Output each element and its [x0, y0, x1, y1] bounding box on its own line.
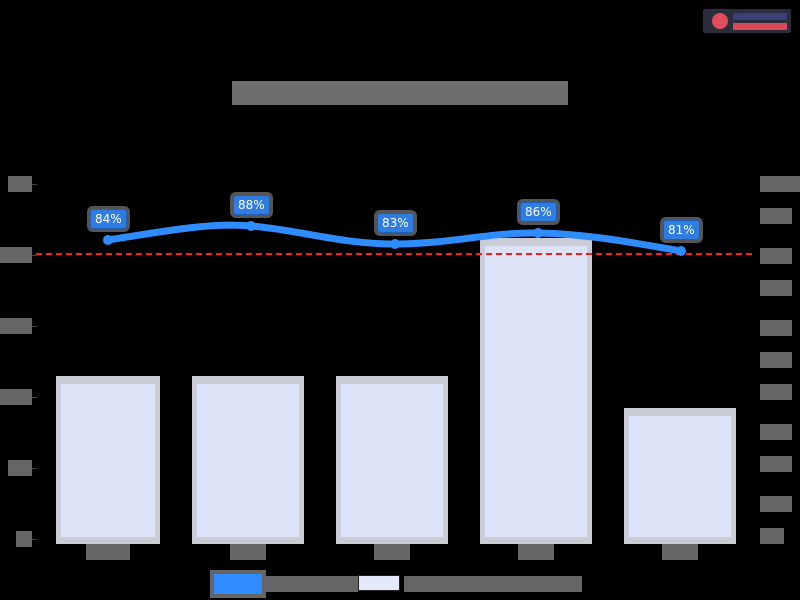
brand-logo: [703, 9, 791, 33]
left-axis-tick-label: [16, 531, 32, 547]
legend-swatch-bar: [358, 575, 400, 591]
bar-5: [624, 408, 736, 544]
bar-3: [336, 376, 448, 544]
right-axis-tick-label: [760, 320, 792, 336]
right-axis-tick-label: [760, 496, 792, 512]
data-label: 83%: [377, 213, 414, 233]
bar-4: [480, 238, 592, 544]
bar-1: [56, 376, 160, 544]
right-axis-tick-label: [760, 528, 784, 544]
legend: [208, 569, 584, 597]
x-axis-label: [518, 544, 554, 560]
legend-label-bar: [404, 576, 582, 592]
left-axis-tick-label: [0, 318, 32, 334]
data-label: 81%: [663, 220, 700, 240]
right-axis-tick-label: [760, 424, 792, 440]
legend-label-line: [266, 576, 358, 592]
x-axis-label: [662, 544, 698, 560]
right-axis-tick-label: [760, 248, 792, 264]
right-axis-tick-label: [760, 352, 792, 368]
bar-2: [192, 376, 304, 544]
right-axis-tick-label: [760, 280, 792, 296]
x-axis-label: [374, 544, 410, 560]
reference-line: [36, 253, 752, 255]
left-axis-tick-label: [8, 176, 32, 192]
right-axis-tick-label: [760, 384, 792, 400]
logo-text-bottom: [733, 23, 787, 30]
logo-text-top: [733, 13, 787, 20]
legend-swatch-line: [214, 574, 262, 594]
data-label: 86%: [520, 202, 557, 222]
right-axis-tick-label: [760, 456, 792, 472]
data-label: 88%: [233, 195, 270, 215]
logo-mark-icon: [712, 13, 728, 29]
left-axis-tick-label: [8, 460, 32, 476]
right-axis-tick-label: [760, 176, 800, 192]
left-axis-tick-label: [0, 247, 32, 263]
x-axis-label: [230, 544, 266, 560]
chart-title: [232, 81, 568, 105]
x-axis-label: [86, 544, 130, 560]
data-label: 84%: [90, 209, 127, 229]
right-axis-tick-label: [760, 208, 792, 224]
left-axis-tick-label: [0, 389, 32, 405]
